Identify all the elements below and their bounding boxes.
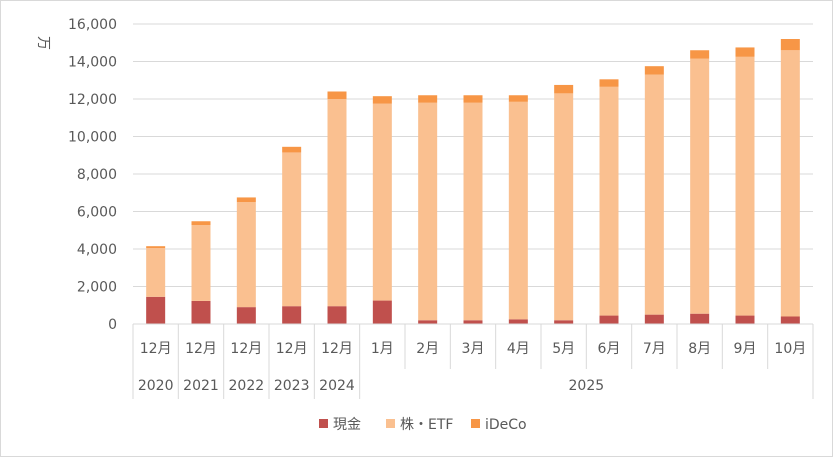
bar-segment-cash <box>236 307 256 324</box>
bar-segment-ideco <box>282 146 302 153</box>
bar-segment-cash <box>282 306 302 324</box>
y-tick-label: 16,000 <box>68 17 117 33</box>
x-tick-label: 2月 <box>416 341 439 357</box>
x-tick-label: 12月 <box>321 341 353 357</box>
bar-segment-cash <box>146 296 166 324</box>
y-tick-label: 14,000 <box>68 55 117 71</box>
y-axis-tick-labels: 0 2,000 4,000 6,000 8,000 10,000 12,000 14,000 1… <box>68 17 117 333</box>
bar-segment-stocks-etf <box>236 202 256 308</box>
x-tick-label: 7月 <box>643 341 666 357</box>
bar-segment-ideco <box>508 95 528 102</box>
bar-segment-stocks-etf <box>599 86 619 316</box>
bar-segment-stocks-etf <box>327 99 347 307</box>
bar-segment-ideco <box>191 221 211 225</box>
bar-segment-stocks-etf <box>282 152 302 307</box>
bar-segment-stocks-etf <box>690 58 710 314</box>
bar-segment-ideco <box>236 197 256 203</box>
x-axis: 12月 12月 12月 12月 12月 1月 2月 3月 4月 5月 6月 7月 8月 9月 10月 2020… <box>132 323 814 399</box>
x-tick-label: 12月 <box>140 341 172 357</box>
x-tick-label: 1月 <box>371 341 394 357</box>
bar-segment-cash <box>644 314 664 324</box>
bar-segment-stocks-etf <box>644 74 664 315</box>
legend: 現金 株・ETF iDeCo <box>319 417 527 433</box>
bar-segment-ideco <box>327 91 347 99</box>
x-year-label: 2022 <box>229 378 265 394</box>
x-tick-label: 10月 <box>774 341 806 357</box>
bar-segment-ideco <box>780 39 800 51</box>
bar-segment-stocks-etf <box>554 93 574 321</box>
bar-segment-cash <box>327 306 347 324</box>
bar-segment-stocks-etf <box>146 248 166 297</box>
bar-segment-ideco <box>146 246 166 249</box>
bar-segment-stocks-etf <box>191 225 211 301</box>
bar-segment-cash <box>372 300 392 324</box>
x-tick-label: 12月 <box>230 341 262 357</box>
x-tick-label: 9月 <box>734 341 757 357</box>
bar-segment-stocks-etf <box>508 101 528 320</box>
legend-swatch <box>319 419 328 428</box>
x-year-label: 2021 <box>183 378 219 394</box>
y-axis-label: 万 <box>35 36 51 50</box>
bar-segment-cash <box>463 320 483 324</box>
bar-segment-cash <box>780 316 800 324</box>
bar-segment-stocks-etf <box>418 102 438 321</box>
legend-label: 株・ETF <box>400 417 453 433</box>
x-tick-label: 3月 <box>462 341 485 357</box>
x-year-label: 2024 <box>319 378 355 394</box>
y-tick-label: 8,000 <box>77 167 117 183</box>
bar-segment-cash <box>735 315 755 324</box>
bar-segment-stocks-etf <box>463 102 483 321</box>
y-tick-label: 10,000 <box>68 130 117 146</box>
bar-segment-cash <box>599 315 619 324</box>
bar-segment-cash <box>554 320 574 324</box>
bar-segment-ideco <box>418 95 438 103</box>
bar-segment-stocks-etf <box>735 56 755 316</box>
bar-segment-ideco <box>554 84 574 94</box>
bar-segment-ideco <box>690 50 710 59</box>
x-year-label: 2020 <box>138 378 174 394</box>
x-tick-label: 6月 <box>598 341 621 357</box>
bar-segment-cash <box>418 320 438 324</box>
bar-segment-ideco <box>599 79 619 87</box>
x-year-label: 2023 <box>274 378 310 394</box>
x-tick-label: 12月 <box>185 341 217 357</box>
bar-segment-ideco <box>372 96 392 104</box>
bar-segment-cash <box>191 300 211 324</box>
legend-swatch <box>471 419 480 428</box>
x-tick-label: 8月 <box>688 341 711 357</box>
bar-segment-ideco <box>644 66 664 75</box>
bar-segment-ideco <box>735 47 755 57</box>
legend-label: iDeCo <box>485 417 527 433</box>
bar-segment-stocks-etf <box>372 103 392 301</box>
x-tick-label: 12月 <box>276 341 308 357</box>
y-tick-label: 4,000 <box>77 242 117 258</box>
legend-label: 現金 <box>333 417 361 433</box>
x-year-label: 2025 <box>569 378 605 394</box>
bar-segment-cash <box>508 319 528 324</box>
x-tick-label: 4月 <box>507 341 530 357</box>
bar-segment-cash <box>690 313 710 324</box>
legend-swatch <box>386 419 395 428</box>
bar-segment-ideco <box>463 95 483 103</box>
bars <box>146 39 800 324</box>
y-tick-label: 12,000 <box>68 92 117 108</box>
y-tick-label: 0 <box>108 317 117 333</box>
y-tick-label: 2,000 <box>77 280 117 296</box>
x-tick-label: 5月 <box>552 341 575 357</box>
bar-segment-stocks-etf <box>780 50 800 317</box>
y-tick-label: 6,000 <box>77 205 117 221</box>
